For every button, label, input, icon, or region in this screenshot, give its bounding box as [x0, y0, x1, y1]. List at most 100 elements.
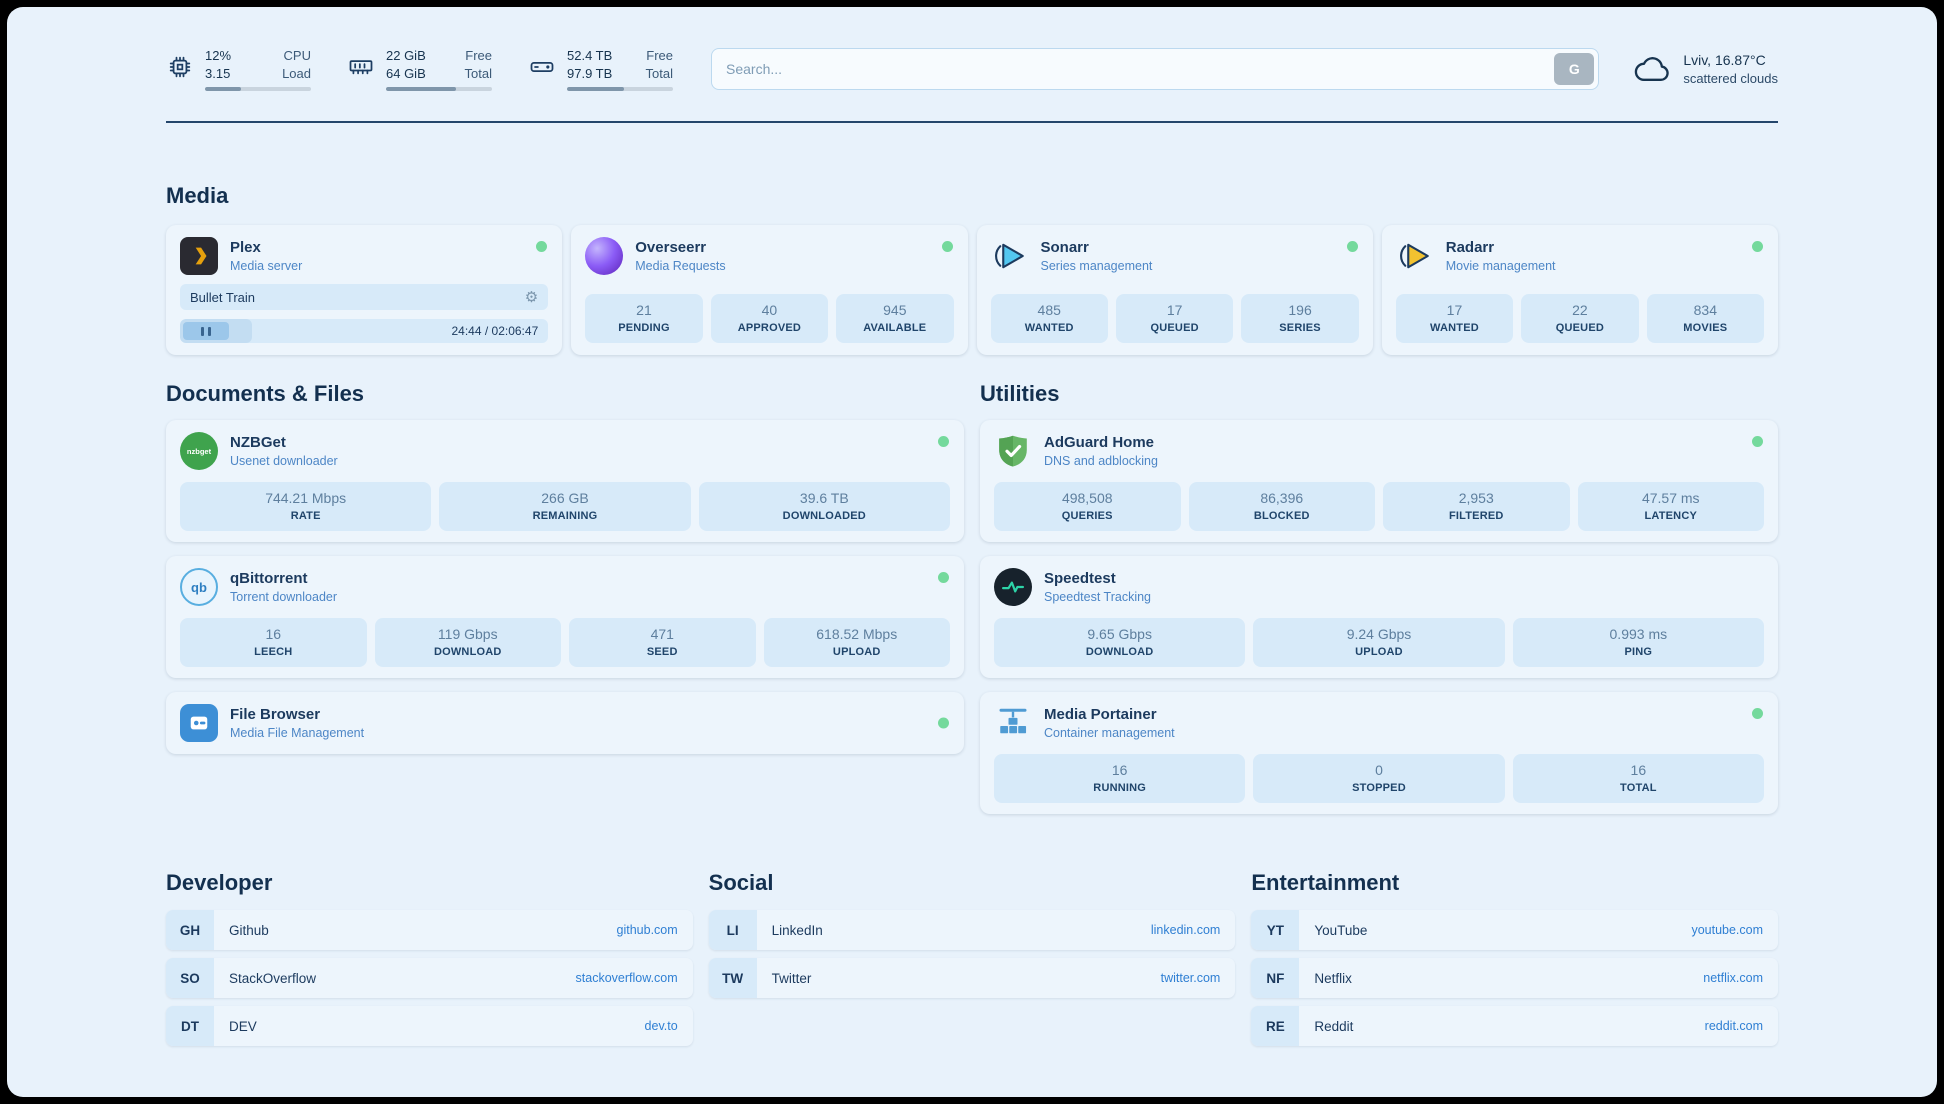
stat-block: 498,508 QUERIES	[994, 482, 1181, 531]
radarr-icon	[1396, 237, 1434, 275]
stat-label: PING	[1624, 646, 1653, 658]
bookmark-twitter[interactable]: TW Twitter twitter.com	[708, 958, 1236, 998]
stats-row: 21 PENDING 40 APPROVED 945 AVAILABLE	[585, 294, 954, 343]
playback-progress-bar[interactable]: 24:44 / 02:06:47	[180, 319, 549, 343]
stat-block: 744.21 Mbps RATE	[180, 482, 432, 531]
stat-block: 0 STOPPED	[1253, 754, 1505, 803]
bookmarks-entertainment: Entertainment YT YouTube youtube.com NF …	[1251, 870, 1779, 1046]
bookmark-github[interactable]: GH Github github.com	[166, 910, 693, 950]
bookmark-abbr: YT	[1251, 910, 1300, 950]
stat-block: 16 RUNNING	[994, 754, 1246, 803]
bookmark-url: netflix.com	[1703, 971, 1764, 985]
nzbget-icon: nzbget	[180, 432, 218, 470]
disk-label-top: Free	[646, 47, 673, 63]
now-playing-title: Bullet Train	[190, 289, 256, 305]
stat-block: 40 APPROVED	[710, 294, 829, 343]
media-card-grid: Plex Media server Bullet Train ⚙ 24:44 /…	[166, 225, 1778, 355]
card-adguard[interactable]: AdGuard Home DNS and adblocking 498,508 Q…	[980, 420, 1778, 542]
bookmark-reddit[interactable]: RE Reddit reddit.com	[1251, 1006, 1779, 1046]
bookmark-netflix[interactable]: NF Netflix netflix.com	[1251, 958, 1779, 998]
section-title-documents: Documents & Files	[166, 381, 365, 406]
card-plex[interactable]: Plex Media server Bullet Train ⚙ 24:44 /…	[166, 225, 563, 355]
stat-value: 16	[1630, 762, 1647, 778]
bookmark-name: YouTube	[1314, 922, 1368, 938]
bookmark-url: dev.to	[644, 1019, 678, 1033]
stat-block: 196 SERIES	[1241, 294, 1359, 343]
card-radarr[interactable]: Radarr Movie management 17 WANTED 22 QUEUE…	[1381, 225, 1778, 355]
bookmark-name: LinkedIn	[771, 922, 823, 938]
card-portainer[interactable]: Media Portainer Container management 16 R…	[980, 692, 1778, 814]
status-dot	[1752, 436, 1763, 447]
pause-button[interactable]	[183, 322, 229, 340]
stat-block: 17 QUEUED	[1115, 294, 1234, 343]
stat-block: 266 GB REMAINING	[439, 482, 691, 531]
bookmarks-developer: Developer GH Github github.com SO StackO…	[166, 870, 693, 1046]
memory-widget: 22 GiB Free 64 GiB Total	[347, 47, 492, 92]
utilities-column: Utilities AdGuard Home DNS and adblocki	[980, 381, 1778, 814]
stat-label: TOTAL	[1619, 782, 1657, 794]
card-overseerr[interactable]: Overseerr Media Requests 21 PENDING 40 APP…	[571, 225, 968, 355]
stat-block: 834 MOVIES	[1646, 294, 1765, 343]
service-title: Radarr	[1445, 239, 1495, 256]
service-subtitle: Usenet downloader	[230, 454, 338, 468]
stats-row: 16 LEECH 119 Gbps DOWNLOAD 471 SEED 618.52 …	[180, 618, 950, 667]
bookmark-abbr: SO	[166, 958, 214, 998]
cpu-load-value: 3.15	[205, 65, 231, 81]
bookmark-dev[interactable]: DT DEV dev.to	[166, 1006, 693, 1046]
card-speedtest[interactable]: Speedtest Speedtest Tracking 9.65 Gbps DO…	[980, 556, 1778, 678]
stat-block: 86,396 BLOCKED	[1188, 482, 1375, 531]
memory-total-value: 64 GiB	[386, 65, 426, 81]
stat-value: 39.6 TB	[799, 490, 849, 506]
stat-label: REMAINING	[532, 510, 598, 522]
cpu-label-top: CPU	[283, 47, 311, 63]
stat-value: 0.993 ms	[1609, 626, 1668, 642]
weather-location: Lviv, 16.87°C	[1683, 51, 1766, 68]
section-title-utilities: Utilities	[980, 381, 1060, 406]
cloud-icon	[1635, 57, 1670, 82]
memory-label-bottom: Total	[464, 65, 492, 81]
service-title: NZBGet	[230, 434, 286, 451]
stat-value: 744.21 Mbps	[265, 490, 347, 506]
stats-row: 744.21 Mbps RATE 266 GB REMAINING 39.6 TB D…	[180, 482, 950, 531]
bookmark-url: linkedin.com	[1150, 923, 1221, 937]
bookmark-name: Netflix	[1314, 970, 1352, 986]
service-subtitle: Media Requests	[635, 259, 726, 273]
bookmark-linkedin[interactable]: LI LinkedIn linkedin.com	[708, 910, 1236, 950]
service-subtitle: Movie management	[1445, 259, 1556, 273]
status-dot	[1752, 708, 1763, 719]
card-filebrowser[interactable]: File Browser Media File Management	[166, 692, 964, 754]
stat-value: 21	[636, 302, 652, 318]
top-header: 12% CPU 3.15 Load 22 GiB Free 64 GiB Total	[166, 41, 1778, 97]
cpu-usage-bar	[205, 87, 311, 92]
card-nzbget[interactable]: nzbget NZBGet Usenet downloader 744.21 M…	[166, 420, 964, 542]
stat-value: 471	[650, 626, 674, 642]
bookmark-abbr: TW	[708, 958, 757, 998]
bookmark-url: twitter.com	[1160, 971, 1221, 985]
bookmark-stackoverflow[interactable]: SO StackOverflow stackoverflow.com	[166, 958, 693, 998]
service-title: Plex	[230, 239, 261, 256]
stat-value: 618.52 Mbps	[816, 626, 898, 642]
card-qbittorrent[interactable]: qb qBittorrent Torrent downloader 16 LEEC…	[166, 556, 964, 678]
weather-widget: Lviv, 16.87°C scattered clouds	[1633, 51, 1778, 87]
bookmark-name: Twitter	[771, 970, 812, 986]
search-provider-button[interactable]: G	[1554, 53, 1595, 85]
card-sonarr[interactable]: Sonarr Series management 485 WANTED 17 QUE…	[976, 225, 1373, 355]
stat-block: 471 SEED	[569, 618, 756, 667]
gear-icon[interactable]: ⚙	[524, 288, 539, 306]
stat-block: 17 WANTED	[1395, 294, 1514, 343]
plex-icon	[180, 237, 218, 275]
stat-block: 2,953 FILTERED	[1383, 482, 1570, 531]
bookmark-abbr: LI	[708, 910, 757, 950]
stat-block: 22 QUEUED	[1521, 294, 1639, 343]
bookmarks-social: Social LI LinkedIn linkedin.com TW Twitt…	[708, 870, 1236, 1046]
bookmark-youtube[interactable]: YT YouTube youtube.com	[1251, 910, 1779, 950]
stat-label: LATENCY	[1644, 510, 1698, 522]
stats-row: 498,508 QUERIES 86,396 BLOCKED 2,953 FILTER…	[994, 482, 1764, 531]
stat-block: 9.24 Gbps UPLOAD	[1253, 618, 1505, 667]
disk-usage-bar	[567, 87, 673, 92]
stat-value: 945	[883, 302, 907, 318]
search-input[interactable]	[711, 48, 1600, 90]
stat-label: UPLOAD	[1355, 646, 1403, 658]
bookmark-abbr: RE	[1251, 1006, 1300, 1046]
stat-label: AVAILABLE	[863, 322, 927, 334]
